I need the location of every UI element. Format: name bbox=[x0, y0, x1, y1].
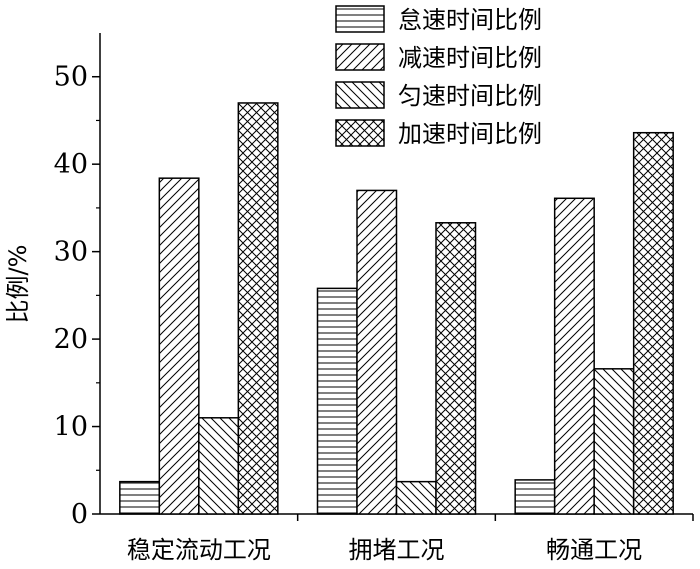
bar bbox=[356, 189, 398, 515]
bar bbox=[158, 177, 200, 515]
bars-group bbox=[119, 102, 674, 515]
y-tick-label: 10 bbox=[54, 412, 88, 443]
bar bbox=[237, 102, 279, 515]
y-tick-label: 30 bbox=[54, 237, 88, 268]
legend-swatch bbox=[335, 81, 385, 109]
x-category-labels: 稳定流动工况 拥堵工况 畅通工况 bbox=[127, 536, 642, 564]
bar bbox=[514, 479, 556, 515]
x-category-label: 稳定流动工况 bbox=[127, 536, 271, 564]
bar bbox=[435, 222, 477, 515]
y-tick-label: 0 bbox=[71, 499, 88, 530]
y-tick-label: 50 bbox=[54, 62, 88, 93]
legend-swatch bbox=[335, 43, 385, 71]
bar bbox=[119, 480, 161, 515]
y-tick-label: 20 bbox=[54, 324, 88, 355]
legend-swatch bbox=[335, 5, 385, 33]
y-ticks: 0 10 20 30 40 50 bbox=[54, 62, 100, 530]
legend-label: 减速时间比例 bbox=[398, 44, 542, 72]
bar bbox=[632, 131, 674, 515]
bar bbox=[198, 417, 240, 515]
legend-swatch bbox=[335, 119, 385, 147]
legend-label: 匀速时间比例 bbox=[398, 82, 542, 110]
bar bbox=[316, 287, 358, 515]
x-category-label: 畅通工况 bbox=[546, 536, 642, 564]
bar bbox=[593, 368, 635, 515]
bar bbox=[553, 197, 595, 515]
legend-label: 加速时间比例 bbox=[398, 120, 542, 148]
x-category-label: 拥堵工况 bbox=[349, 536, 445, 564]
y-axis-label: 比例/% bbox=[4, 245, 32, 324]
y-tick-label: 40 bbox=[54, 149, 88, 180]
legend-label: 怠速时间比例 bbox=[398, 6, 542, 34]
bar bbox=[395, 480, 437, 515]
